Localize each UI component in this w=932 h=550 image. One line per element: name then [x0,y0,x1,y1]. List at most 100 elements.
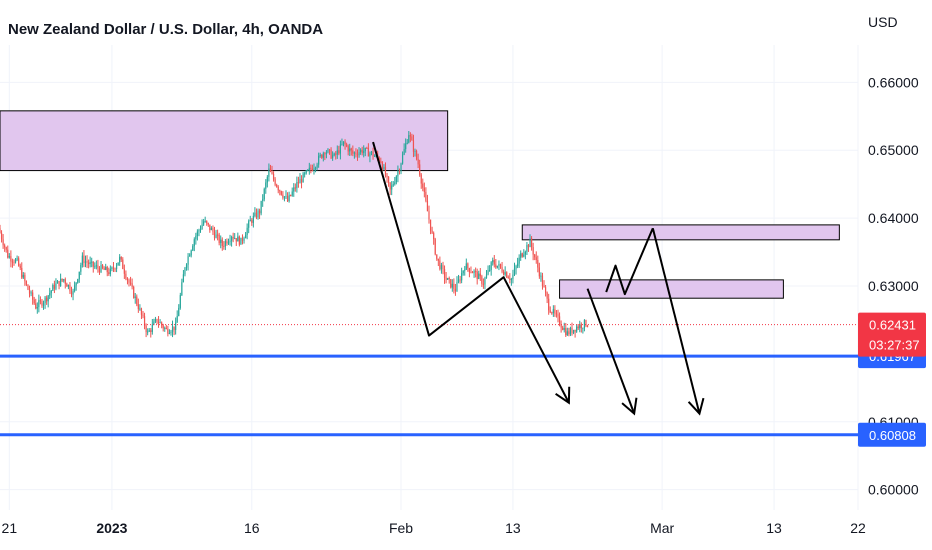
candle-body [503,271,505,275]
candle-body [283,196,286,198]
candle-body [426,200,429,212]
price-axis[interactable]: 0.660000.650000.640000.630000.610000.600… [868,74,919,497]
candle-body [366,147,368,149]
candle-body [558,316,561,325]
candle-body [367,148,369,157]
candle-body [475,270,477,272]
candle-body [293,187,295,192]
candle-body [398,171,401,173]
candle-body [190,250,192,256]
candle-body [543,285,545,288]
candle-body [490,262,492,270]
candle-body [128,279,130,283]
candle-body [554,309,556,314]
candle-body [574,329,576,332]
candle-body [150,330,152,332]
last-price-label: 0.62431 [869,318,916,333]
candle-body [401,154,404,164]
candle-body [566,331,568,336]
candle-body [405,143,407,150]
candle-body [47,295,49,302]
candle-body [565,328,567,336]
candle-body [485,274,488,279]
candle-body [454,288,457,292]
time-axis[interactable]: 21 2023 16 Feb 13 Mar 13 22 [2,520,866,536]
candle-body [576,326,578,332]
candle-body [549,310,551,313]
candle-body [237,236,239,242]
candle-body [8,256,10,258]
candle-body [394,182,396,185]
candle-body [314,167,317,169]
candle-body [162,325,164,329]
candle-body [434,239,436,255]
candle-body [95,265,97,267]
candle-body [108,272,110,275]
candle-body [344,141,346,145]
candle-body [481,276,483,284]
currency-label: USD [868,14,898,30]
candle-body [84,261,87,264]
candle-body [464,269,466,271]
candle-body [195,235,197,240]
candle-body [266,176,268,183]
candle-body [67,284,69,287]
candle-body [115,265,118,270]
candle-body [321,154,323,158]
last-price-badge [858,312,926,357]
candle-body [201,224,203,230]
candle-body [580,324,582,329]
candle-body [338,150,340,154]
candle-body [453,283,455,289]
projection-path-3 [605,227,654,296]
candle-body [226,241,228,244]
candle-body [572,329,575,333]
candle-body [30,292,32,294]
candle-body [406,142,408,144]
candle-body [80,264,82,272]
candle-body [313,168,315,171]
candle-body [2,239,4,246]
candle-body [291,191,293,196]
candle-body [198,230,200,232]
chart-title: New Zealand Dollar / U.S. Dollar, 4h, OA… [8,21,323,38]
candle-body [25,281,28,285]
candle-body [318,156,320,165]
candle-body [156,319,158,323]
candle-body [356,154,359,156]
candle-body [548,298,550,311]
candle-body [262,199,264,201]
projection-path-1 [372,141,570,404]
candle-body [260,200,262,214]
candle-body [35,303,37,309]
candle-body [524,251,526,255]
candle-body [400,163,402,172]
candle-body [417,159,419,165]
candle-body [409,135,411,137]
y-tick-label-5: 0.60000 [868,482,919,498]
candles [0,130,589,338]
zone-2 [521,224,840,241]
candle-body [151,324,153,332]
candle-body [147,331,149,333]
candle-body [143,316,146,326]
candle-body [58,281,60,286]
candle-body [218,234,220,243]
candle-body [378,157,380,162]
candle-body [335,153,337,155]
candle-body [142,314,144,317]
candle-body [129,282,132,284]
candle-body [106,266,108,273]
candle-body [38,300,40,308]
candle-body [238,236,240,245]
candle-body [373,155,376,157]
candle-body [189,255,191,257]
candle-body [300,179,303,183]
candle-body [74,285,76,291]
candle-body [304,173,306,175]
candle-body [518,257,520,264]
candle-body [277,186,279,191]
candle-body [461,273,463,281]
